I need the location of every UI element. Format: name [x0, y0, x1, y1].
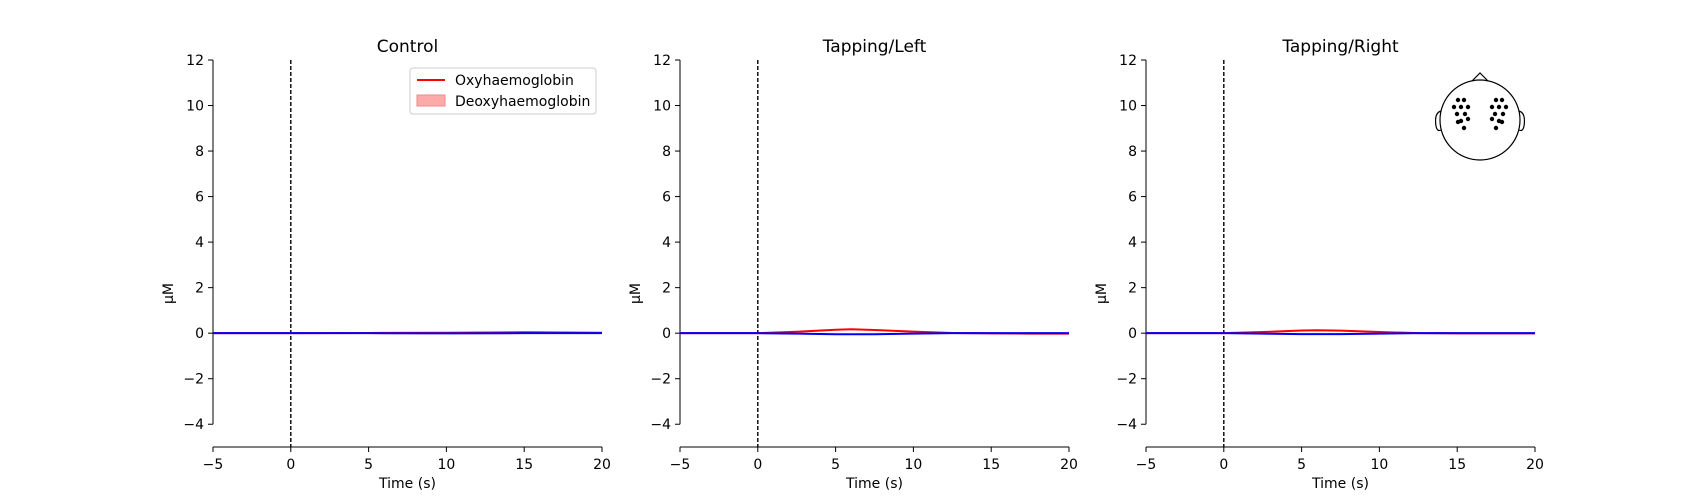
y-tick-label: 0	[195, 326, 204, 342]
sensor-dot	[1489, 104, 1495, 110]
y-tick-label: 8	[1128, 144, 1137, 160]
sensor-dot	[1458, 104, 1464, 110]
x-axis-label: Time (s)	[1311, 476, 1369, 492]
head-left-ear	[1434, 110, 1442, 132]
y-tick-label: −2	[650, 372, 671, 388]
sensor-dot	[1465, 116, 1471, 122]
y-tick-label: 8	[662, 144, 671, 160]
x-tick-label: 5	[1297, 457, 1306, 473]
legend-entry-deoxy: Deoxyhaemoglobin	[455, 94, 590, 110]
y-tick-label: 0	[1128, 326, 1137, 342]
y-tick-label: 2	[1128, 281, 1137, 297]
sensor-dot	[1493, 125, 1499, 131]
x-tick-label: 5	[364, 457, 373, 473]
sensor-dot	[1499, 97, 1505, 103]
x-tick-label: 10	[437, 457, 455, 473]
sensor-dot	[1461, 97, 1467, 103]
deoxyhaemoglobin-line	[680, 332, 1069, 336]
y-tick-label: −2	[183, 372, 204, 388]
x-axis-label: Time (s)	[378, 476, 436, 492]
x-tick-label: 15	[1448, 457, 1466, 473]
x-tick-label: 20	[1060, 457, 1078, 473]
x-tick-label: −5	[1136, 457, 1157, 473]
x-tick-label: 15	[982, 457, 1000, 473]
subplot-3: Tapping/Right −4 −2 0 2 4 6 8 10 12 −5 0 5 10 15 20 Time…	[1094, 37, 1544, 492]
head-right-ear	[1518, 110, 1526, 132]
y-tick-label: 8	[195, 144, 204, 160]
y-tick-label: 4	[195, 235, 204, 251]
sensor-dot	[1454, 111, 1460, 117]
y-axis-label: µM	[628, 283, 644, 304]
legend-entry-oxy: Oxyhaemoglobin	[455, 73, 574, 89]
sensor-dot	[1462, 111, 1468, 117]
y-axis-label: µM	[161, 283, 177, 304]
subplot-title: Tapping/Left	[822, 37, 927, 57]
sensor-dot	[1496, 104, 1502, 110]
x-tick-label: −5	[670, 457, 691, 473]
y-tick-label: 12	[653, 53, 671, 69]
x-axis-label: Time (s)	[845, 476, 903, 492]
head-sensor-map-icon	[1434, 72, 1526, 161]
y-tick-label: −4	[650, 417, 671, 433]
subplot-title: Control	[377, 37, 438, 57]
legend-frame	[409, 67, 597, 115]
head-nose	[1471, 72, 1489, 82]
y-tick-label: 6	[662, 190, 671, 206]
y-tick-label: 4	[1128, 235, 1137, 251]
legend-swatch-deoxy	[416, 94, 446, 107]
sensor-dot	[1451, 104, 1457, 110]
y-tick-label: 10	[186, 99, 204, 115]
y-tick-label: 2	[195, 281, 204, 297]
y-tick-label: 6	[195, 190, 204, 206]
y-tick-label: 4	[662, 235, 671, 251]
sensor-dot	[1499, 119, 1505, 125]
x-tick-label: 20	[1526, 457, 1544, 473]
y-tick-label: 10	[1119, 99, 1137, 115]
y-tick-label: 12	[1119, 53, 1137, 69]
sensor-dot	[1455, 97, 1461, 103]
x-tick-label: 10	[1370, 457, 1388, 473]
sensor-dot	[1461, 125, 1467, 131]
subplot-1: Control −4 −2 0 2 4 6 8 10 12 −5 0 5 10 15 20 Time (s) µM…	[161, 37, 611, 492]
x-tick-label: 10	[904, 457, 922, 473]
subplot-2: Tapping/Left −4 −2 0 2 4 6 8 10 12 −5 0 5 10 15 20 Time …	[628, 37, 1078, 492]
x-tick-label: 0	[286, 457, 295, 473]
sensor-dot	[1465, 104, 1471, 110]
y-tick-label: 6	[1128, 190, 1137, 206]
sensor-dot	[1489, 116, 1495, 122]
x-tick-label: 0	[1219, 457, 1228, 473]
sensor-dot	[1492, 111, 1498, 117]
sensor-dot	[1493, 97, 1499, 103]
sensor-dot	[1503, 104, 1509, 110]
x-tick-label: −5	[203, 457, 224, 473]
x-tick-label: 15	[515, 457, 533, 473]
x-tick-label: 0	[753, 457, 762, 473]
y-tick-label: 12	[186, 53, 204, 69]
x-tick-label: 5	[831, 457, 840, 473]
head-outline	[1439, 79, 1521, 161]
y-tick-label: 0	[662, 326, 671, 342]
y-tick-label: 2	[662, 281, 671, 297]
y-tick-label: −4	[1116, 417, 1137, 433]
x-tick-label: 20	[593, 457, 611, 473]
y-tick-label: −4	[183, 417, 204, 433]
y-tick-label: 10	[653, 99, 671, 115]
subplot-title: Tapping/Right	[1281, 37, 1399, 57]
y-axis-label: µM	[1094, 283, 1110, 304]
sensor-dot	[1500, 111, 1506, 117]
sensor-dot	[1455, 119, 1461, 125]
deoxyhaemoglobin-line	[1146, 332, 1535, 336]
y-tick-label: −2	[1116, 372, 1137, 388]
legend: Oxyhaemoglobin Deoxyhaemoglobin	[409, 67, 597, 115]
